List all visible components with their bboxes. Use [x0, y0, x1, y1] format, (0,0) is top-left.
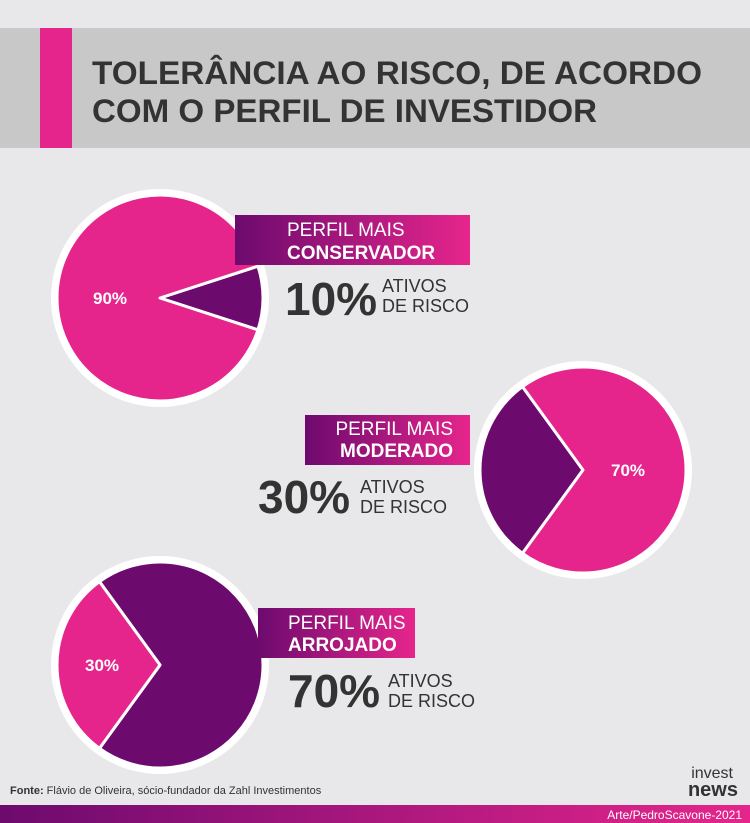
pie-slice — [55, 193, 260, 403]
pie-slice — [97, 560, 265, 770]
slice-label: 70% — [611, 461, 645, 480]
logo: news — [688, 779, 738, 801]
profile-line: PERFIL MAIS — [335, 419, 453, 440]
caption: DE RISCO — [360, 497, 447, 517]
profile-line: CONSERVADOR — [287, 243, 435, 264]
pie-slice — [478, 385, 585, 555]
pie-slice — [55, 580, 162, 750]
profile-line: MODERADO — [340, 441, 453, 462]
profile-box — [258, 608, 415, 658]
risk-value: 10% — [285, 273, 377, 325]
caption: ATIVOS — [382, 276, 447, 296]
risk-value: 70% — [288, 665, 380, 717]
source-label: Fonte: — [10, 785, 44, 797]
slice-label: 30% — [85, 656, 119, 675]
source-text: Flávio de Oliveira, sócio-fundador da Za… — [47, 785, 322, 797]
profile-box — [305, 415, 470, 465]
profile-line: PERFIL MAIS — [287, 220, 405, 241]
caption: ATIVOS — [360, 477, 425, 497]
source: Fonte: Flávio de Oliveira, sócio-fundado… — [10, 785, 322, 797]
risk-value: 30% — [258, 471, 350, 523]
pie-slice — [520, 365, 688, 575]
caption: DE RISCO — [382, 296, 469, 316]
footer-band — [0, 805, 750, 823]
title-line: TOLERÂNCIA AO RISCO, DE ACORDO — [92, 55, 702, 91]
profile-box — [235, 215, 470, 265]
caption: DE RISCO — [388, 691, 475, 711]
slice-label: 90% — [93, 289, 127, 308]
logo: invest — [691, 765, 733, 782]
credit: Arte/PedroScavone-2021 — [607, 808, 742, 822]
header-band — [0, 28, 750, 148]
profile-line: ARROJADO — [288, 635, 397, 656]
caption: ATIVOS — [388, 671, 453, 691]
title-line: COM O PERFIL DE INVESTIDOR — [92, 93, 597, 129]
profile-line: PERFIL MAIS — [288, 613, 406, 634]
header-accent — [40, 28, 72, 148]
